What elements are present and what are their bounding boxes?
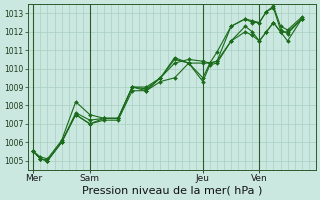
X-axis label: Pression niveau de la mer( hPa ): Pression niveau de la mer( hPa ) xyxy=(82,186,262,196)
